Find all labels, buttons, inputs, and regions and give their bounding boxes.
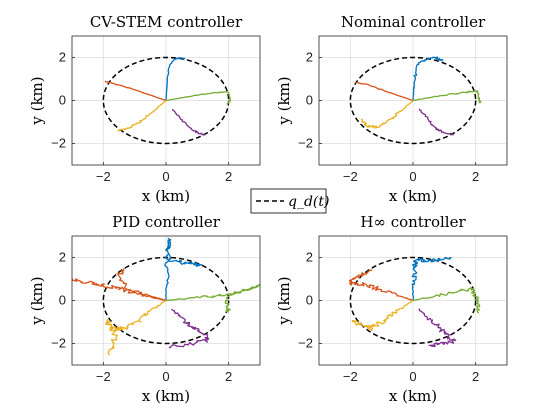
plot-content xyxy=(349,56,482,145)
reference-trajectory xyxy=(102,56,230,145)
subplot-1: −2 0 2 −2 0 2 CV-STEM controller x (km) y (km) xyxy=(28,13,261,205)
reference-trajectory xyxy=(349,56,477,145)
x-tick-label: −2 xyxy=(343,169,358,184)
x-tick-label: 0 xyxy=(162,369,169,384)
trajectory-1 xyxy=(164,237,203,301)
y-tick-label: 2 xyxy=(59,50,66,65)
trajectory-5 xyxy=(165,283,260,313)
trajectory-2 xyxy=(348,269,414,302)
y-tick-label: 2 xyxy=(59,250,66,265)
subplot-title: Nominal controller xyxy=(341,13,486,31)
trajectory-3 xyxy=(105,299,167,356)
x-axis-label: x (km) xyxy=(389,387,437,405)
subplot-3: −2 0 2 −2 0 2 PID controller x (km) y (km) xyxy=(28,213,261,405)
x-axis-label: x (km) xyxy=(389,187,437,205)
x-tick-label: 2 xyxy=(472,169,479,184)
y-tick-label: 2 xyxy=(306,250,313,265)
x-tick-label: 2 xyxy=(225,369,232,384)
y-tick-label: 0 xyxy=(306,293,313,308)
y-tick-label: 0 xyxy=(306,93,313,108)
reference-trajectory xyxy=(349,256,477,345)
x-axis-label: x (km) xyxy=(142,187,190,205)
y-tick-label: −2 xyxy=(51,336,66,351)
trajectory-4 xyxy=(168,308,210,349)
y-axis-label: y (km) xyxy=(28,276,46,325)
subplot-title: CV-STEM controller xyxy=(90,13,243,31)
trajectory-5 xyxy=(165,91,232,106)
subplot-title: PID controller xyxy=(112,213,221,231)
trajectory-1 xyxy=(412,56,444,101)
subplot-2: −2 0 2 −2 0 2 Nominal controller x (km) y (km) xyxy=(275,13,508,205)
legend-label: q_d(t) xyxy=(288,194,329,210)
trajectory-2 xyxy=(104,80,167,102)
subplot-title: H∞ controller xyxy=(360,213,466,231)
y-tick-label: 2 xyxy=(306,50,313,65)
y-tick-label: −2 xyxy=(298,336,313,351)
x-tick-label: −2 xyxy=(96,169,111,184)
trajectory-4 xyxy=(171,108,206,136)
trajectory-3 xyxy=(351,299,414,331)
trajectory-3 xyxy=(117,100,167,132)
trajectory-4 xyxy=(418,108,454,136)
y-axis-label: y (km) xyxy=(275,276,293,325)
plot-content xyxy=(348,256,481,347)
trajectory-5 xyxy=(412,90,482,104)
y-axis-label: y (km) xyxy=(28,76,46,125)
trajectory-3 xyxy=(360,100,414,129)
y-tick-label: −2 xyxy=(51,136,66,151)
y-axis-label: y (km) xyxy=(275,76,293,125)
plot-content xyxy=(72,237,260,356)
x-tick-label: −2 xyxy=(96,369,111,384)
y-tick-label: 0 xyxy=(59,93,66,108)
trajectory-1 xyxy=(411,256,452,301)
x-tick-label: 2 xyxy=(225,169,232,184)
legend: q_d(t) xyxy=(250,188,329,214)
x-tick-label: −2 xyxy=(343,369,358,384)
x-tick-label: 0 xyxy=(409,169,416,184)
x-tick-label: 0 xyxy=(409,369,416,384)
trajectory-4 xyxy=(418,308,457,347)
y-tick-label: −2 xyxy=(298,136,313,151)
trajectory-2 xyxy=(354,81,414,102)
legend-box xyxy=(250,188,327,214)
x-tick-label: 2 xyxy=(472,369,479,384)
subplot-4: −2 0 2 −2 0 2 H∞ controller x (km) y (km) xyxy=(275,213,508,405)
plot-content xyxy=(102,56,232,145)
trajectory-1 xyxy=(165,57,186,101)
x-axis-label: x (km) xyxy=(142,387,190,405)
y-tick-label: 0 xyxy=(59,293,66,308)
trajectory-5 xyxy=(412,287,481,314)
trajectory-2 xyxy=(72,268,167,302)
x-tick-label: 0 xyxy=(162,169,169,184)
